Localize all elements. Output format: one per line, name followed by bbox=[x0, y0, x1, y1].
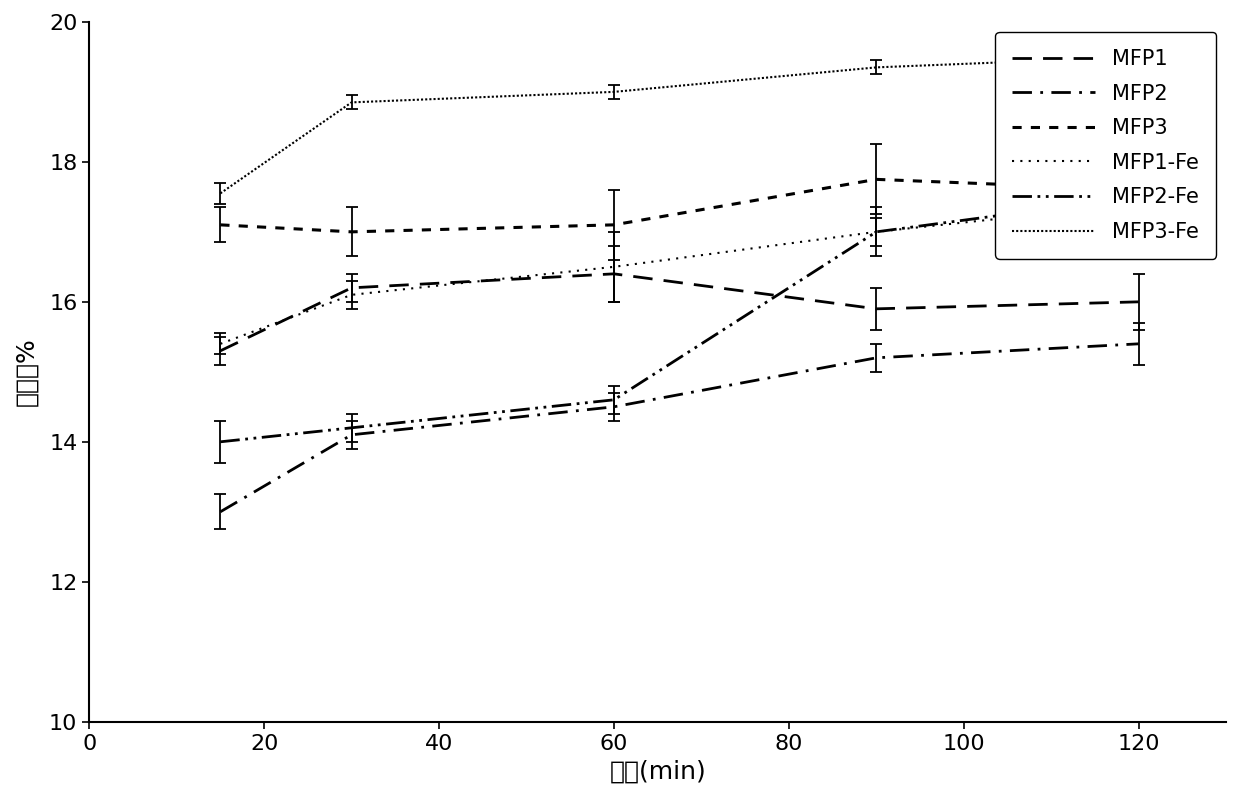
Legend: MFP1, MFP2, MFP3, MFP1-Fe, MFP2-Fe, MFP3-Fe: MFP1, MFP2, MFP3, MFP1-Fe, MFP2-Fe, MFP3… bbox=[996, 33, 1215, 258]
X-axis label: 时间(min): 时间(min) bbox=[609, 759, 706, 783]
Y-axis label: 吸收率%: 吸收率% bbox=[14, 337, 38, 406]
